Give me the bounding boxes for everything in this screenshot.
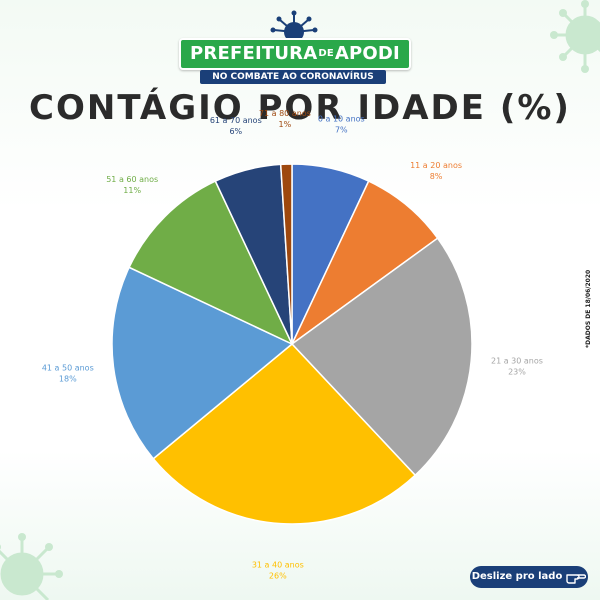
pie-slice-51-a-60-anos: [128, 180, 294, 346]
slice-value-61-a-70-anos: 6%: [229, 127, 242, 136]
prefeitura-logo: PREFEITURADEAPODI NO COMBATE AO CORONAVÍ…: [176, 10, 412, 84]
slice-value-51-a-60-anos: 11%: [123, 186, 141, 195]
slice-value-31-a-40-anos: 26%: [269, 572, 287, 581]
chart-title: CONTÁGIO POR IDADE (%): [29, 88, 571, 128]
swipe-button[interactable]: Deslize pro lado: [470, 566, 588, 588]
slice-value-0-a-10-anos: 7%: [335, 125, 348, 134]
slice-label-0-a-10-anos: 0 a 10 anos: [318, 114, 365, 123]
slice-label-51-a-60-anos: 51 a 60 anos: [106, 175, 158, 184]
logo-subtitle: NO COMBATE AO CORONAVÍRUS: [200, 70, 386, 84]
slice-label-31-a-40-anos: 31 a 40 anos: [252, 561, 304, 570]
slice-label-61-a-70-anos: 61 a 70 anos: [210, 116, 262, 125]
pie-slice-21-a-30-anos: [290, 237, 473, 477]
virus-logo-icon: [270, 10, 318, 38]
virus-decoration-bottom-left-icon: [0, 533, 63, 600]
slice-label-71-a-80-anos: 71 a 80 anos: [259, 109, 311, 118]
data-date-note-text: *DADOS DE 18/06/2020: [585, 269, 592, 348]
virus-decoration-top-right-icon: [550, 0, 600, 73]
pie-slice-11-a-20-anos: [291, 180, 439, 345]
slice-label-11-a-20-anos: 11 a 20 anos: [410, 161, 462, 170]
data-date-note: *DADOS DE 18/06/2020: [585, 248, 595, 348]
pie-slice-41-a-50-anos: [111, 266, 294, 460]
pointing-hand-icon: [566, 574, 587, 584]
slice-value-21-a-30-anos: 23%: [508, 367, 526, 376]
logo-main-banner: PREFEITURADEAPODI: [179, 38, 411, 70]
logo-main-right: APODI: [334, 43, 400, 64]
slice-value-11-a-20-anos: 8%: [430, 172, 443, 181]
pie-slice-71-a-80-anos: [279, 163, 293, 345]
swipe-button-label: Deslize pro lado: [471, 571, 563, 582]
pie-slice-31-a-40-anos: [152, 342, 417, 525]
logo-main-de: DE: [318, 48, 334, 59]
slice-value-71-a-80-anos: 1%: [279, 120, 292, 129]
slice-value-41-a-50-anos: 18%: [59, 374, 77, 383]
slice-label-41-a-50-anos: 41 a 50 anos: [42, 363, 94, 372]
logo-main-left: PREFEITURA: [190, 43, 318, 64]
slice-label-21-a-30-anos: 21 a 30 anos: [491, 356, 543, 365]
